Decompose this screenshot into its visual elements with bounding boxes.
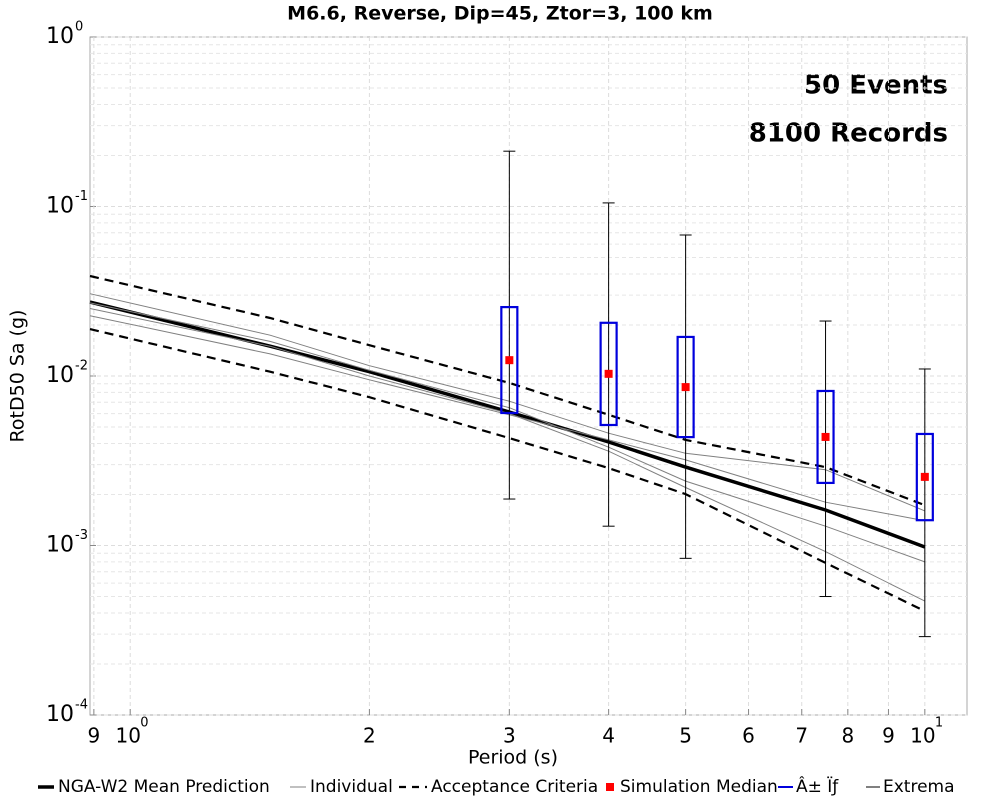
median-marker (505, 356, 514, 365)
y-axis-label: RotD50 Sa (g) (7, 310, 29, 443)
sigma-box (816, 389, 835, 485)
x-tick-label: 10 (115, 724, 140, 748)
x-axis-label: Period (s) (468, 747, 558, 769)
x-tick-label: 5 (679, 724, 692, 748)
y-tick-label: 10 (46, 194, 74, 219)
x-tick-label: 10 (910, 724, 935, 748)
series-line (89, 308, 926, 602)
x-tick-label: 6 (742, 724, 755, 748)
x-tick-exponent: 1 (935, 716, 943, 731)
legend-label: Acceptance Criteria (431, 777, 598, 797)
x-tick-label: 9 (882, 724, 895, 748)
median-marker (920, 472, 929, 481)
series-line (89, 328, 926, 613)
y-tick-label: 10 (46, 363, 74, 388)
legend-label: NGA-W2 Mean Prediction (58, 777, 270, 797)
series-line (89, 302, 925, 563)
legend-label: Individual (310, 777, 393, 797)
annotation: 50 Events (804, 71, 948, 101)
x-tick-label: 8 (841, 724, 854, 748)
y-tick-label: 10 (46, 533, 74, 558)
median-marker (681, 383, 690, 392)
x-tick-label: 4 (602, 724, 615, 748)
y-tick-exponent: -3 (75, 528, 88, 543)
median-marker (604, 369, 613, 378)
series-line (89, 274, 926, 507)
y-tick-label: 10 (46, 702, 74, 727)
y-tick-exponent: -2 (75, 359, 88, 374)
sigma-box (676, 335, 695, 439)
sigma-box (500, 305, 519, 415)
x-tick-label: 3 (503, 724, 516, 748)
y-tick-label: 10 (46, 24, 74, 49)
x-tick-label: 2 (363, 724, 376, 748)
x-tick-label: 9 (87, 724, 100, 748)
annotation: 8100 Records (749, 119, 948, 149)
median-marker (821, 432, 830, 441)
series-line (89, 293, 925, 512)
x-tick-exponent: 0 (140, 716, 148, 731)
x-tick-label: 7 (795, 724, 808, 748)
legend-label: Extrema (883, 777, 955, 797)
legend-swatch (606, 783, 614, 791)
y-tick-exponent: -1 (75, 189, 88, 204)
y-tick-exponent: 0 (75, 20, 83, 35)
sigma-box (599, 321, 618, 427)
legend-label: Simulation Median (620, 777, 778, 797)
legend-label: Â± Ïƒ (796, 775, 839, 797)
sigma-box (915, 432, 934, 522)
y-tick-exponent: -4 (75, 698, 88, 713)
chart-title: M6.6, Reverse, Dip=45, Ztor=3, 100 km (287, 3, 713, 25)
